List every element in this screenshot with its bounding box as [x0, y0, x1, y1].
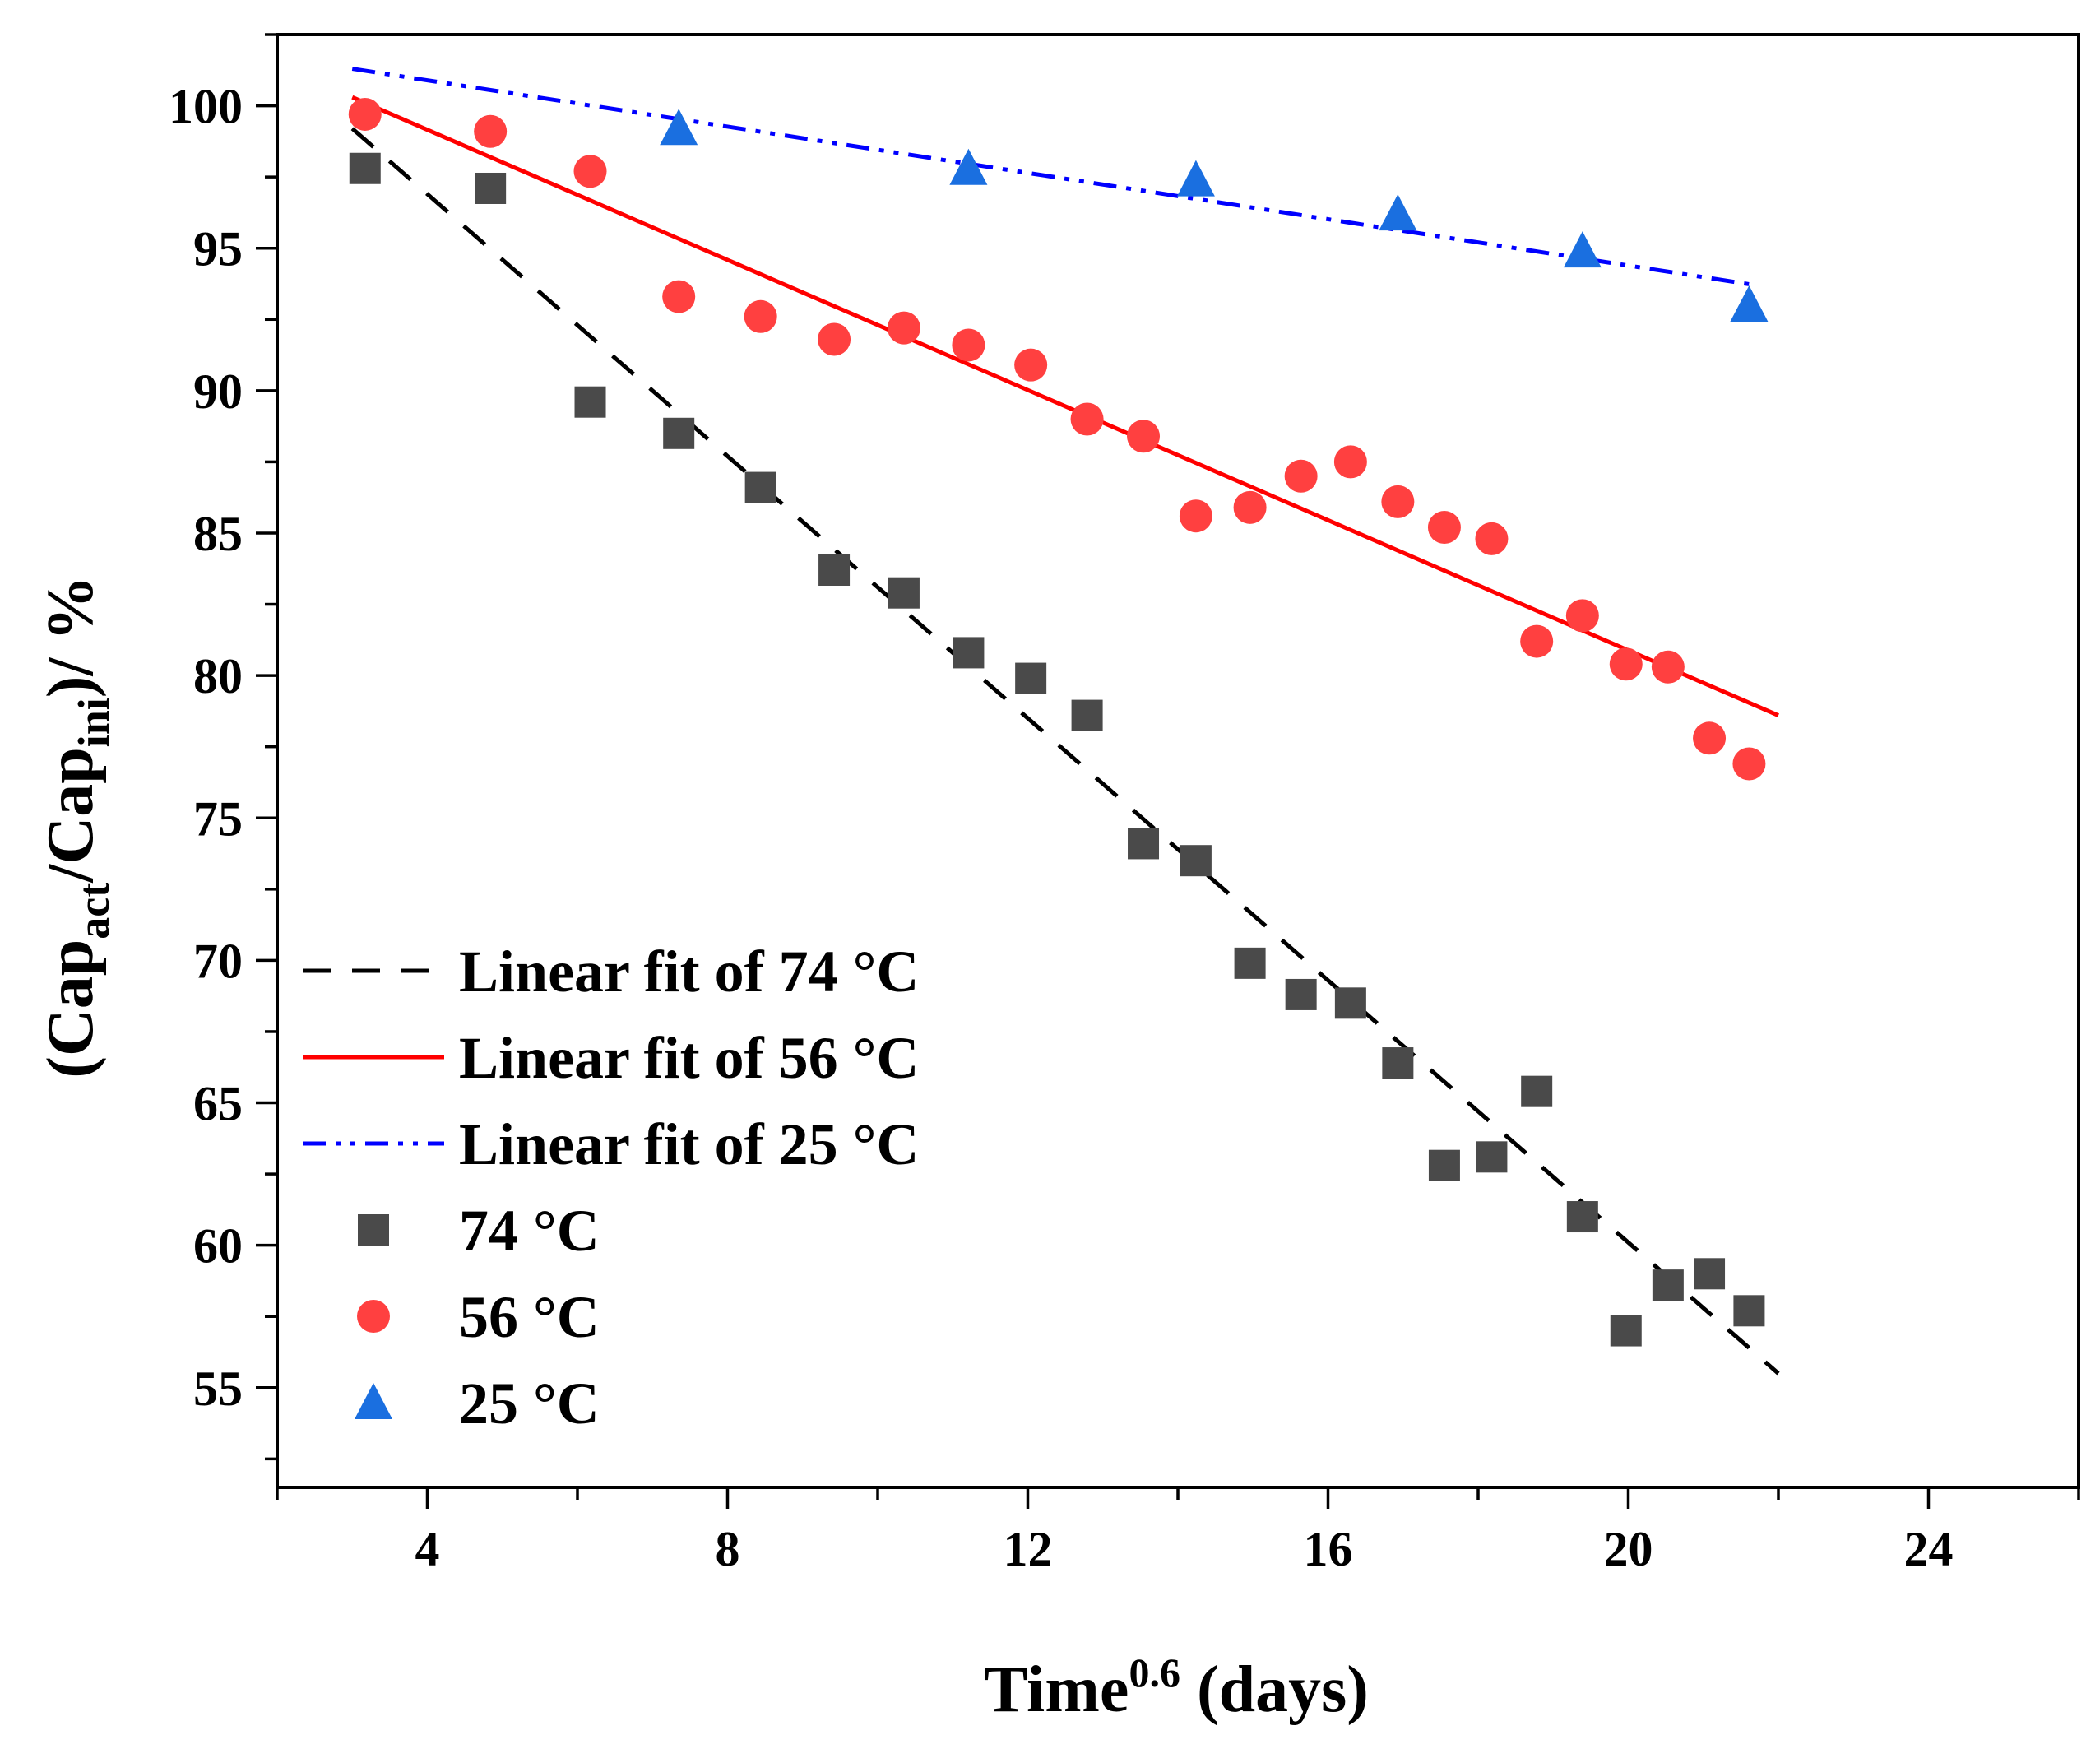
- data-point: [1565, 599, 1599, 633]
- data-point: [1176, 160, 1215, 197]
- data-point: [1379, 194, 1417, 231]
- data-point: [1382, 1047, 1414, 1079]
- data-point: [1476, 1141, 1508, 1173]
- y-tick-label: 90: [193, 364, 243, 419]
- data-point: [1651, 650, 1685, 684]
- y-tick-label: 100: [169, 80, 243, 134]
- data-point: [744, 299, 777, 333]
- legend: Linear fit of 74 °C Linear fit of 56 °C Li…: [303, 939, 919, 1436]
- legend-label: Linear fit of 74 °C: [459, 939, 919, 1004]
- data-point: [574, 386, 606, 418]
- data-point: [1333, 445, 1367, 479]
- data-point: [887, 311, 920, 345]
- y-tick-label: 80: [193, 649, 243, 703]
- data-point: [1284, 459, 1318, 493]
- data-point: [1563, 231, 1602, 268]
- legend-symbol: [357, 1300, 390, 1333]
- data-point: [744, 471, 776, 503]
- data-point: [1127, 420, 1161, 453]
- data-point: [949, 148, 988, 185]
- data-point: [818, 554, 851, 586]
- data-point: [1652, 1269, 1684, 1301]
- data-point: [1070, 402, 1104, 436]
- y-tick-label: 85: [193, 507, 243, 561]
- x-axis-title: Time0.6 (days): [984, 1649, 1369, 1726]
- data-point: [1014, 348, 1048, 382]
- data-point: [1609, 647, 1643, 681]
- y-tick-label: 70: [193, 934, 243, 988]
- data-point: [1566, 1201, 1598, 1233]
- data-point: [662, 280, 696, 313]
- axes: 4 8 12 16 20 24 55 60 65 70 75 80 85 90 95 100: [169, 33, 2080, 1576]
- y-axis-title: (Capact/Capini)/ %: [35, 575, 118, 1078]
- legend-label: 25 °C: [459, 1371, 600, 1436]
- data-point: [888, 577, 920, 609]
- data-point: [348, 97, 382, 131]
- x-tick-label: 12: [1004, 1522, 1053, 1576]
- legend-label: 56 °C: [459, 1284, 600, 1350]
- legend-symbol: [358, 1214, 389, 1246]
- data-point: [1285, 978, 1317, 1010]
- x-tick-label: 16: [1304, 1522, 1353, 1576]
- data-point: [1730, 285, 1769, 322]
- plot-area: [277, 35, 2079, 1487]
- fit-line: [351, 67, 1757, 288]
- data-point: [1694, 1258, 1726, 1290]
- data-point: [1732, 747, 1766, 781]
- data-point: [475, 172, 507, 204]
- data-point: [1334, 987, 1366, 1019]
- data-point: [660, 109, 698, 146]
- fit-lines: [350, 67, 1780, 1376]
- data-point: [474, 114, 508, 148]
- fit-line: [350, 127, 1780, 1376]
- legend-label: 74 °C: [459, 1198, 600, 1264]
- legend-symbol: [355, 1383, 392, 1419]
- data-point: [1234, 947, 1266, 979]
- data-point: [663, 417, 695, 449]
- data-point: [1179, 499, 1212, 533]
- x-tick-label: 24: [1904, 1522, 1954, 1576]
- y-tick-label: 95: [193, 222, 243, 276]
- data-point: [1180, 845, 1212, 877]
- data-markers: [348, 97, 1769, 1347]
- data-point: [1610, 1315, 1642, 1347]
- data-point: [1521, 1075, 1553, 1107]
- y-tick-label: 75: [193, 791, 243, 846]
- data-point: [1071, 699, 1103, 731]
- data-point: [818, 322, 851, 356]
- y-tick-label: 55: [193, 1362, 243, 1416]
- fit-line: [351, 95, 1779, 717]
- x-tick-label: 4: [415, 1522, 440, 1576]
- legend-label: Linear fit of 56 °C: [459, 1025, 919, 1091]
- data-point: [1475, 522, 1509, 555]
- data-point: [1427, 511, 1461, 545]
- data-point: [1015, 662, 1047, 694]
- data-point: [1128, 828, 1160, 860]
- x-tick-label: 20: [1604, 1522, 1653, 1576]
- x-tick-label: 8: [716, 1522, 740, 1576]
- data-point: [1233, 490, 1267, 524]
- y-tick-label: 60: [193, 1219, 243, 1273]
- data-point: [1733, 1295, 1765, 1327]
- y-tick-label: 65: [193, 1077, 243, 1131]
- plot-background: [277, 35, 2079, 1487]
- data-point: [349, 152, 381, 184]
- data-point: [1693, 721, 1727, 755]
- data-point: [953, 637, 985, 669]
- data-point: [1428, 1149, 1460, 1181]
- data-point: [1520, 624, 1554, 658]
- data-point: [952, 328, 985, 362]
- legend-label: Linear fit of 25 °C: [459, 1111, 919, 1177]
- data-point: [1381, 485, 1415, 518]
- data-point: [573, 155, 607, 188]
